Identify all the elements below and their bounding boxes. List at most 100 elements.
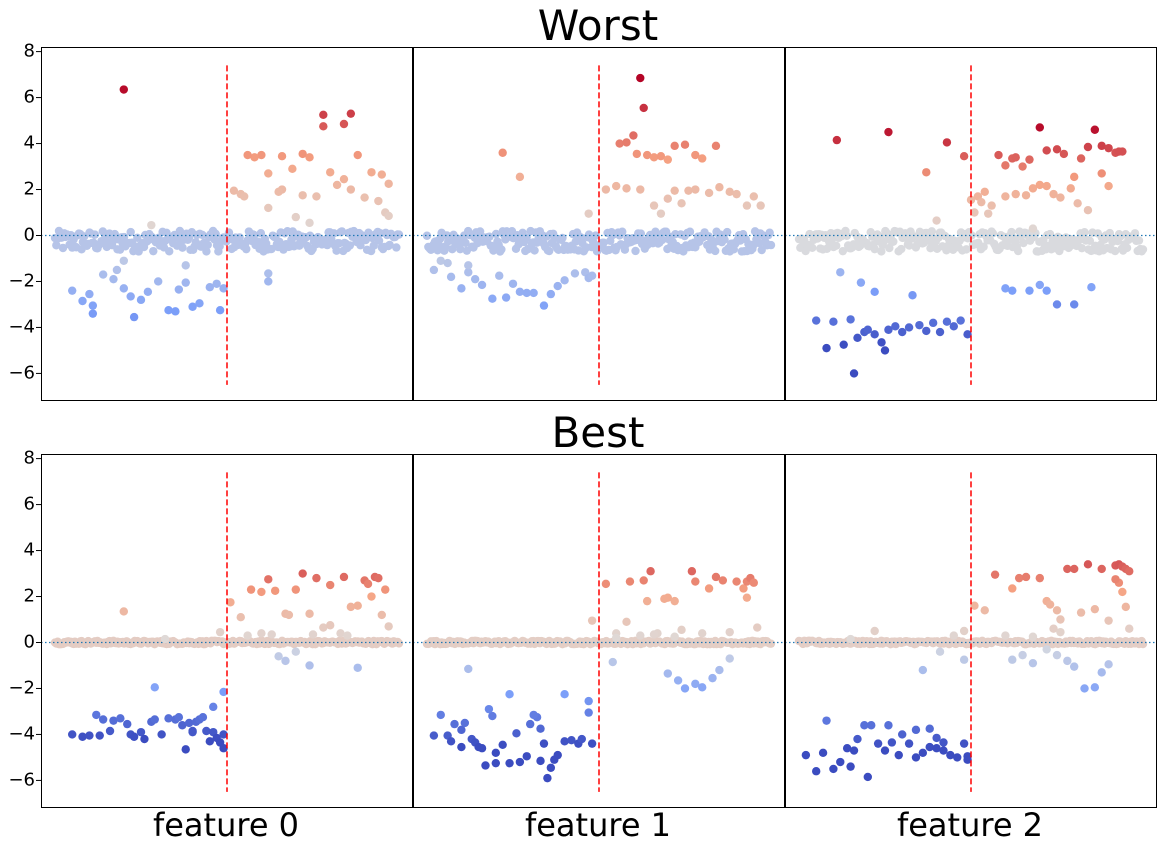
scatter-point xyxy=(939,738,948,747)
scatter-point xyxy=(877,338,886,347)
scatter-point xyxy=(959,739,969,748)
scatter-point xyxy=(385,240,394,250)
scatter-point xyxy=(1052,145,1062,154)
scatter-point xyxy=(870,330,879,339)
scatter-point xyxy=(732,577,741,586)
scatter-point xyxy=(946,750,955,760)
scatter-point xyxy=(522,752,531,761)
scatter-point xyxy=(443,258,452,268)
scatter-point xyxy=(1056,193,1065,202)
scatter-point xyxy=(246,585,256,594)
scatter-point xyxy=(1111,575,1120,584)
scatter-point xyxy=(870,287,879,297)
scatter-point xyxy=(1007,227,1016,237)
scatter-point xyxy=(212,279,221,288)
scatter-point xyxy=(515,757,525,767)
scatter-point xyxy=(464,664,473,674)
scatter-point xyxy=(384,179,393,188)
scatter-point xyxy=(884,127,893,137)
scatter-point xyxy=(680,140,690,149)
scatter-point xyxy=(497,245,506,254)
scatter-point xyxy=(642,150,652,160)
scatter-point xyxy=(925,724,934,733)
scatter-point xyxy=(1097,141,1106,151)
scatter-point xyxy=(374,196,383,206)
scatter-point xyxy=(112,265,122,275)
scatter-point xyxy=(165,247,174,256)
scatter-point xyxy=(288,164,297,174)
scatter-point xyxy=(691,185,700,194)
x-label-feature-2: feature 2 xyxy=(897,806,1043,844)
scatter-point xyxy=(203,240,212,250)
scatter-point xyxy=(284,610,294,620)
scatter-point xyxy=(587,271,597,280)
scatter-point xyxy=(136,295,146,305)
scatter-point xyxy=(725,627,734,637)
scatter-point xyxy=(298,569,307,578)
scatter-point xyxy=(150,715,159,724)
scatter-point xyxy=(829,317,838,326)
scatter-point xyxy=(264,269,273,278)
scatter-point xyxy=(677,199,686,208)
scatter-point xyxy=(897,244,906,254)
scatter-point xyxy=(687,567,697,576)
scatter-point xyxy=(312,192,321,201)
scatter-point xyxy=(932,216,941,225)
scatter-point xyxy=(498,740,507,749)
scatter-point xyxy=(1045,600,1055,609)
scatter-point xyxy=(691,150,700,160)
scatter-point xyxy=(842,231,852,240)
scatter-point xyxy=(305,609,314,618)
scatter-point xyxy=(109,274,118,284)
scatter-point xyxy=(202,726,211,736)
y-tick-label: 6 xyxy=(24,87,35,108)
y-tick-label: 2 xyxy=(24,179,35,200)
scatter-point xyxy=(377,610,386,620)
scatter-point xyxy=(1087,283,1096,292)
scatter-point xyxy=(608,657,617,667)
scatter-point xyxy=(1035,123,1045,132)
scatter-point xyxy=(1001,161,1010,170)
scatter-point xyxy=(1083,560,1093,569)
scatter-point xyxy=(757,245,766,255)
scatter-point xyxy=(460,718,470,728)
scatter-point xyxy=(801,750,811,760)
scatter-point xyxy=(491,748,500,758)
scatter-point xyxy=(195,299,204,308)
scatter-point xyxy=(140,734,149,744)
scatter-point xyxy=(530,246,539,255)
scatter-point xyxy=(429,731,439,740)
scatter-point xyxy=(174,713,184,722)
scatter-point xyxy=(599,238,608,247)
scatter-point xyxy=(381,585,390,594)
scatter-point xyxy=(219,687,228,697)
scatter-point xyxy=(1045,229,1055,239)
scatter-point xyxy=(1104,143,1113,153)
scatter-point xyxy=(119,85,128,94)
scatter-point xyxy=(1118,587,1127,597)
scatter-point xyxy=(126,292,135,301)
scatter-point xyxy=(836,757,845,767)
y-tick-label: 4 xyxy=(24,133,35,154)
scatter-point xyxy=(553,750,562,760)
scatter-point xyxy=(622,184,631,193)
scatter-point xyxy=(867,721,876,730)
scatter-point xyxy=(935,327,945,337)
scatter-point xyxy=(584,209,593,218)
scatter-point xyxy=(133,233,142,242)
scatter-point xyxy=(984,209,993,218)
scatter-point xyxy=(477,744,487,753)
y-tick-label: −6 xyxy=(8,362,35,383)
scatter-point xyxy=(601,185,611,194)
scatter-point xyxy=(953,753,962,762)
scatter-point xyxy=(501,293,511,302)
scatter-point xyxy=(339,572,349,582)
scatter-point xyxy=(636,185,645,194)
scatter-point xyxy=(915,320,924,330)
scatter-point xyxy=(905,241,914,250)
scatter-point xyxy=(1125,567,1134,576)
scatter-point xyxy=(962,245,971,254)
scatter-point xyxy=(461,238,470,248)
scatter-point xyxy=(339,119,349,129)
scatter-point xyxy=(1104,660,1113,669)
